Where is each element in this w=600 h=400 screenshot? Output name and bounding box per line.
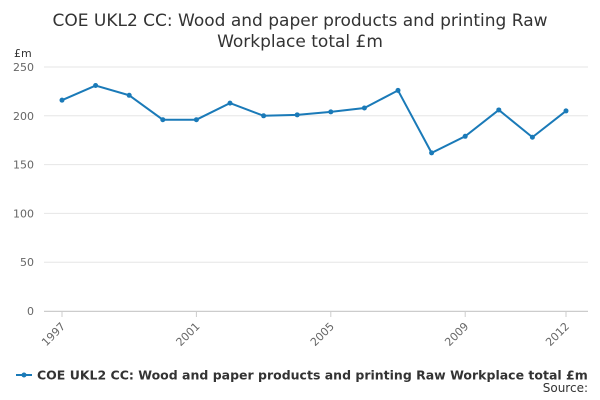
source: Source:	[543, 381, 588, 395]
x-tick-label: 2001	[174, 320, 203, 349]
y-tick-label: 200	[13, 110, 34, 123]
data-point	[429, 150, 435, 156]
data-point	[529, 134, 535, 140]
chart-title: COE UKL2 CC: Wood and paper products and…	[52, 11, 547, 52]
data-point	[361, 105, 367, 111]
legend-swatch-dot	[21, 372, 27, 378]
legend-label: COE UKL2 CC: Wood and paper products and…	[37, 368, 588, 383]
data-point	[261, 113, 267, 119]
data-point	[395, 87, 401, 93]
y-axis-label: £m	[14, 47, 32, 60]
data-point	[160, 117, 166, 123]
data-line	[61, 84, 567, 155]
data-point	[126, 92, 132, 98]
x-tick-label: 2009	[442, 320, 471, 349]
data-point	[227, 100, 233, 106]
data-point	[462, 133, 468, 139]
y-tick-label: 150	[13, 159, 34, 172]
data-point	[563, 108, 569, 114]
y-tick-label: 0	[27, 305, 34, 318]
x-tick-label: 1997	[39, 320, 68, 349]
data-point	[294, 112, 300, 118]
y-tick-label: 100	[13, 207, 34, 220]
data-point	[496, 107, 502, 113]
y-tick-label: 50	[20, 256, 34, 269]
y-tick-label: 250	[13, 61, 34, 74]
data-point	[93, 83, 99, 89]
x-tick-label: 2005	[308, 320, 337, 349]
data-point	[328, 109, 334, 115]
data-point	[59, 97, 65, 103]
data-point	[193, 117, 199, 123]
x-tick-label: 2012	[543, 320, 572, 349]
